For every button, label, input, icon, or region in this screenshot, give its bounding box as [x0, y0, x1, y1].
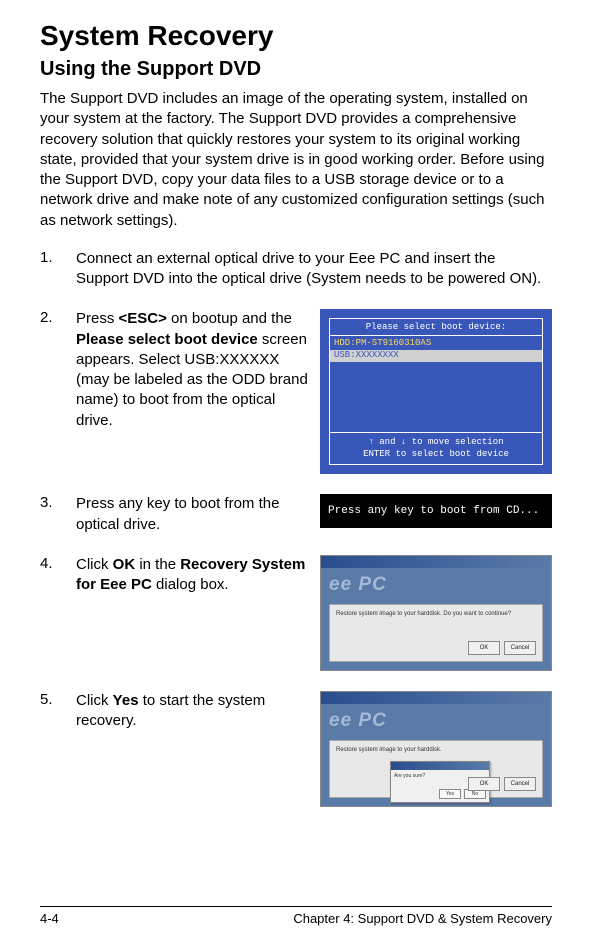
bios-title: Please select boot device: — [330, 319, 542, 336]
bios-item-usb: USB:XXXXXXXX — [330, 350, 542, 362]
step-text: Click Yes to start the system recovery. — [76, 691, 312, 807]
text-fragment: dialog box. — [152, 576, 229, 593]
intro-paragraph: The Support DVD includes an image of the… — [40, 89, 552, 231]
step-text: Connect an external optical drive to you… — [76, 249, 552, 290]
bios-hint-1: ↑ and ↓ to move selection — [330, 437, 542, 449]
bold-text: OK — [113, 556, 136, 573]
recovery-dialog-screenshot: ee PC Restore system image to your hardd… — [320, 555, 552, 671]
step-number: 5. — [40, 691, 76, 807]
dialog-message: Restore system image to your harddisk. — [336, 747, 536, 753]
bios-device-list: HDD:PM-ST9160310AS USB:XXXXXXXX — [330, 336, 542, 432]
step-number: 4. — [40, 555, 76, 671]
page-number: 4-4 — [40, 911, 59, 926]
step-2: 2. Press <ESC> on bootup and the Please … — [40, 309, 552, 474]
text-fragment: Press — [76, 310, 119, 327]
bios-footer: ↑ and ↓ to move selection ENTER to selec… — [330, 432, 542, 464]
dialog-content: Restore system image to your harddisk. A… — [329, 740, 543, 798]
step-5: 5. Click Yes to start the system recover… — [40, 691, 552, 807]
bios-screen: Please select boot device: HDD:PM-ST9160… — [320, 309, 552, 474]
step-text: Press <ESC> on bootup and the Please sel… — [76, 309, 312, 474]
step-number: 3. — [40, 494, 76, 535]
step-number: 1. — [40, 249, 76, 290]
dialog-titlebar — [321, 692, 551, 704]
yes-button: Yes — [439, 789, 461, 799]
ok-button: OK — [468, 777, 500, 791]
eeepc-logo: ee PC — [329, 574, 387, 596]
bold-text: Please select boot device — [76, 331, 258, 348]
cancel-button: Cancel — [504, 641, 536, 655]
step-3: 3. Press any key to boot from the optica… — [40, 494, 552, 535]
ok-button: OK — [468, 641, 500, 655]
dialog-message: Restore system image to your harddisk. D… — [336, 611, 536, 617]
step-number: 2. — [40, 309, 76, 474]
dialog-content: Restore system image to your harddisk. D… — [329, 604, 543, 662]
page-title: System Recovery — [40, 20, 552, 52]
confirm-titlebar — [391, 762, 489, 770]
cd-prompt: Press any key to boot from CD... — [320, 494, 552, 528]
cd-boot-screenshot: Press any key to boot from CD... — [320, 494, 552, 535]
eeepc-logo: ee PC — [329, 710, 387, 732]
text-fragment: Click — [76, 556, 113, 573]
bios-item-hdd: HDD:PM-ST9160310AS — [330, 338, 542, 350]
step-4: 4. Click OK in the Recovery System for E… — [40, 555, 552, 671]
section-heading: Using the Support DVD — [40, 58, 552, 81]
bold-text: Yes — [113, 692, 139, 709]
text-fragment: Click — [76, 692, 113, 709]
step-1: 1. Connect an external optical drive to … — [40, 249, 552, 290]
bios-screenshot: Please select boot device: HDD:PM-ST9160… — [320, 309, 552, 474]
esc-key: <ESC> — [119, 310, 167, 327]
text-fragment: in the — [135, 556, 180, 573]
dialog-titlebar — [321, 556, 551, 568]
chapter-label: Chapter 4: Support DVD & System Recovery — [293, 911, 552, 926]
dialog-window: ee PC Restore system image to your hardd… — [320, 555, 552, 671]
dialog-window: ee PC Restore system image to your hardd… — [320, 691, 552, 807]
cd-prompt-text: Press any key to boot from CD... — [328, 505, 539, 517]
text-fragment: on bootup and the — [167, 310, 292, 327]
page-footer: 4-4 Chapter 4: Support DVD & System Reco… — [40, 906, 552, 926]
step-text: Press any key to boot from the optical d… — [76, 494, 312, 535]
step-text: Click OK in the Recovery System for Eee … — [76, 555, 312, 671]
steps-list: 1. Connect an external optical drive to … — [40, 249, 552, 827]
cancel-button: Cancel — [504, 777, 536, 791]
bios-hint-2: ENTER to select boot device — [330, 449, 542, 461]
confirm-dialog-screenshot: ee PC Restore system image to your hardd… — [320, 691, 552, 807]
